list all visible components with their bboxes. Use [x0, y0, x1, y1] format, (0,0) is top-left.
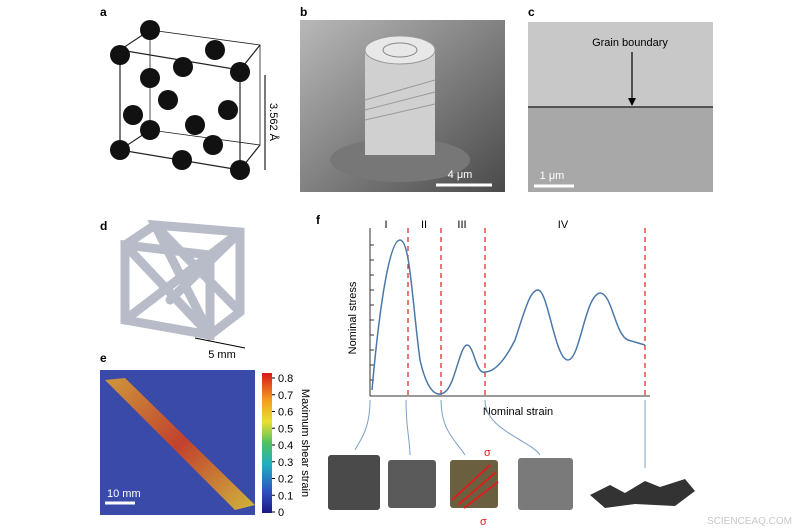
- arrow-head: [628, 98, 636, 106]
- watermark: SCIENCEAQ.COM: [707, 516, 792, 527]
- scale-bar-label: 5 mm: [208, 349, 236, 361]
- lattice-constant: 3.562 Å: [267, 103, 280, 142]
- tem-upper-grain: [528, 22, 713, 107]
- panel-label: b: [300, 5, 307, 19]
- colorbar: [262, 373, 272, 513]
- stage-label: I: [384, 219, 387, 231]
- scale-bar-label: 1 μm: [540, 170, 565, 182]
- panel-label: c: [528, 5, 535, 19]
- annotation: Grain boundary: [592, 37, 668, 49]
- colorbar-tick-label: 0.2: [278, 474, 293, 486]
- panel-label: d: [100, 219, 107, 233]
- scale-bar-label: 4 μm: [448, 169, 473, 181]
- colorbar-tick-label: 0.3: [278, 457, 293, 469]
- colorbar-title: Maximum shear strain: [299, 389, 311, 497]
- connector-arrows: [354, 399, 646, 468]
- stress-strain-curve: [371, 239, 646, 395]
- colorbar-tick-label: 0.8: [278, 373, 293, 385]
- colorbar-tick-label: 0.5: [278, 423, 293, 435]
- lattice-cube: [120, 219, 245, 342]
- panel-label: a: [100, 5, 107, 19]
- y-axis-label: Nominal stress: [347, 281, 359, 354]
- scale-line: [194, 337, 246, 349]
- atoms: [110, 20, 250, 180]
- colorbar-tick-label: 0: [278, 507, 284, 519]
- unit-cell: [119, 29, 266, 171]
- panel-label: e: [100, 351, 107, 365]
- stage-label: III: [457, 219, 466, 231]
- colorbar-tick-label: 0.6: [278, 407, 293, 419]
- colorbar-tick-label: 0.1: [278, 490, 293, 502]
- x-axis-label: Nominal strain: [483, 406, 553, 418]
- panel-label: f: [316, 213, 321, 227]
- sample-photos: [328, 455, 695, 510]
- stress-symbol: σ: [480, 516, 487, 528]
- stage-label: II: [421, 219, 427, 231]
- scale-bar-label: 10 mm: [107, 488, 141, 500]
- micropillar: [330, 35, 470, 182]
- shear-band: [105, 378, 255, 510]
- stage-dividers: [407, 228, 646, 396]
- stress-symbol: σ: [484, 447, 491, 459]
- stage-label: IV: [558, 219, 569, 231]
- colorbar-tick-label: 0.7: [278, 390, 293, 402]
- colorbar-tick-label: 0.4: [278, 440, 293, 452]
- axes: [369, 228, 650, 397]
